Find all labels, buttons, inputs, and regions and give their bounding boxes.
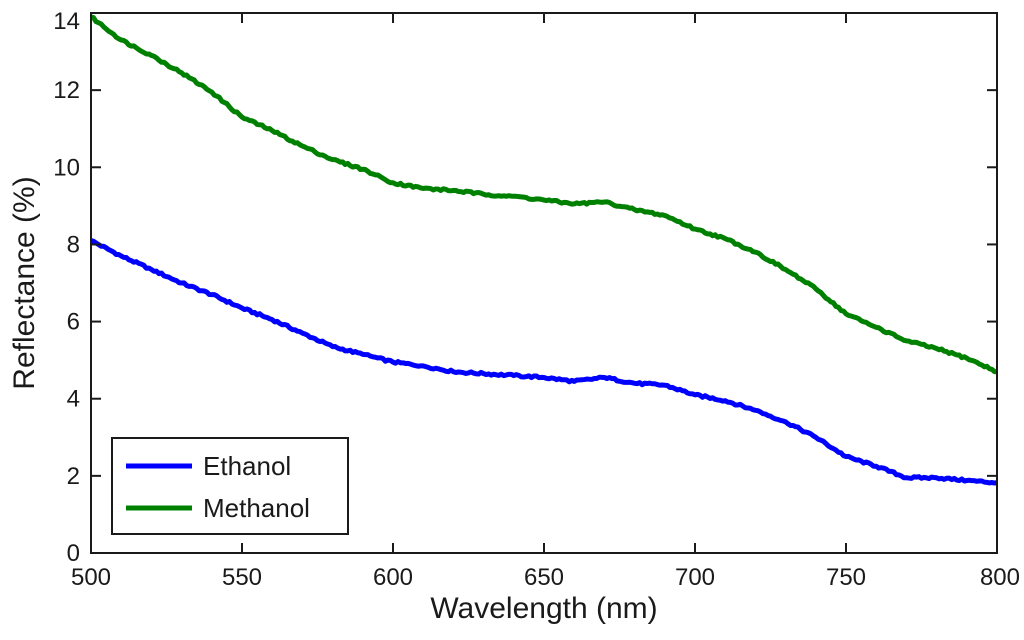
y-tick-label: 14 — [53, 8, 80, 35]
legend: Ethanol Methanol — [111, 437, 349, 535]
y-tick-label: 2 — [67, 463, 80, 490]
x-tick-label: 800 — [980, 564, 1020, 591]
y-tick-label: 6 — [67, 309, 80, 336]
x-tick-label: 600 — [373, 564, 413, 591]
x-tick-label: 700 — [675, 564, 715, 591]
series-layer — [90, 14, 998, 486]
x-tick-label: 750 — [826, 564, 866, 591]
x-axis-label: Wavelength (nm) — [430, 592, 657, 625]
series-line-ethanol — [90, 238, 998, 486]
legend-label-ethanol: Ethanol — [203, 451, 291, 481]
legend-box — [111, 437, 349, 535]
y-tick-label: 4 — [67, 386, 80, 413]
y-axis-label: Reflectance (%) — [8, 176, 41, 389]
x-tick-label: 650 — [524, 564, 564, 591]
legend-label-methanol: Methanol — [203, 493, 310, 523]
y-tick-label: 12 — [53, 77, 80, 104]
y-tick-label: 8 — [67, 231, 80, 258]
y-tick-label: 10 — [53, 154, 80, 181]
series-line-methanol — [90, 14, 998, 375]
plot-frame — [90, 12, 998, 554]
x-tick-label: 550 — [222, 564, 262, 591]
x-tick-label: 500 — [71, 564, 111, 591]
ticks-layer: 500 550 600 650 700 750 800 0 2 4 6 8 10 12 14 — [53, 8, 1020, 591]
y-tick-label: 0 — [67, 540, 80, 567]
